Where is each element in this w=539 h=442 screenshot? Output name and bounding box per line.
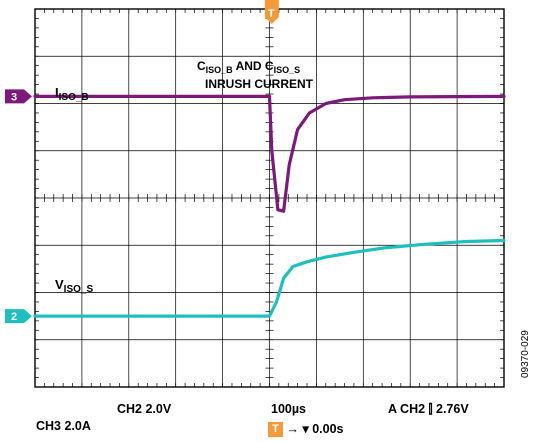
trace-i-iso-b (33, 94, 506, 213)
trigger-offset-value: 0.00s (312, 422, 344, 436)
trigger-offset-arrow: → ▾ (286, 422, 309, 436)
trace-v-iso-s (33, 238, 506, 318)
series-label-v-iso-s: VISO_S (55, 277, 93, 295)
channel-number-2: 2 (11, 311, 17, 323)
annotation-line-1: CISO_B AND CISO_S (197, 59, 300, 75)
ch3-scale-readout: CH3 2.0A (36, 419, 91, 433)
annotation-line-2: INRUSH CURRENT (205, 77, 314, 91)
scope-grid (34, 8, 505, 388)
ch2-scale-readout: CH2 2.0V (117, 402, 172, 416)
channel-marker-2 (5, 309, 32, 324)
trigger-setting-readout: A CH2 ⫿ 2.76V (388, 402, 469, 416)
timebase-readout: 100µs (271, 402, 307, 416)
series-label-i-iso-b: IISO_B (55, 85, 89, 103)
trigger-icon: T (268, 422, 283, 438)
trigger-position-letter: T (268, 8, 275, 20)
scope-traces (33, 94, 506, 318)
channel-number-3: 3 (11, 91, 17, 103)
figure-id: 09370-029 (520, 330, 531, 378)
oscilloscope-plot: 3 2 T CISO_B AND CISO_S INRUSH CURRENT IIS… (5, 0, 506, 388)
trigger-offset-readout: T → ▾ 0.00s (268, 421, 344, 438)
scope-markers: 3 2 T (5, 0, 279, 324)
channel-marker-3 (5, 89, 32, 104)
trigger-position-marker (264, 0, 279, 24)
